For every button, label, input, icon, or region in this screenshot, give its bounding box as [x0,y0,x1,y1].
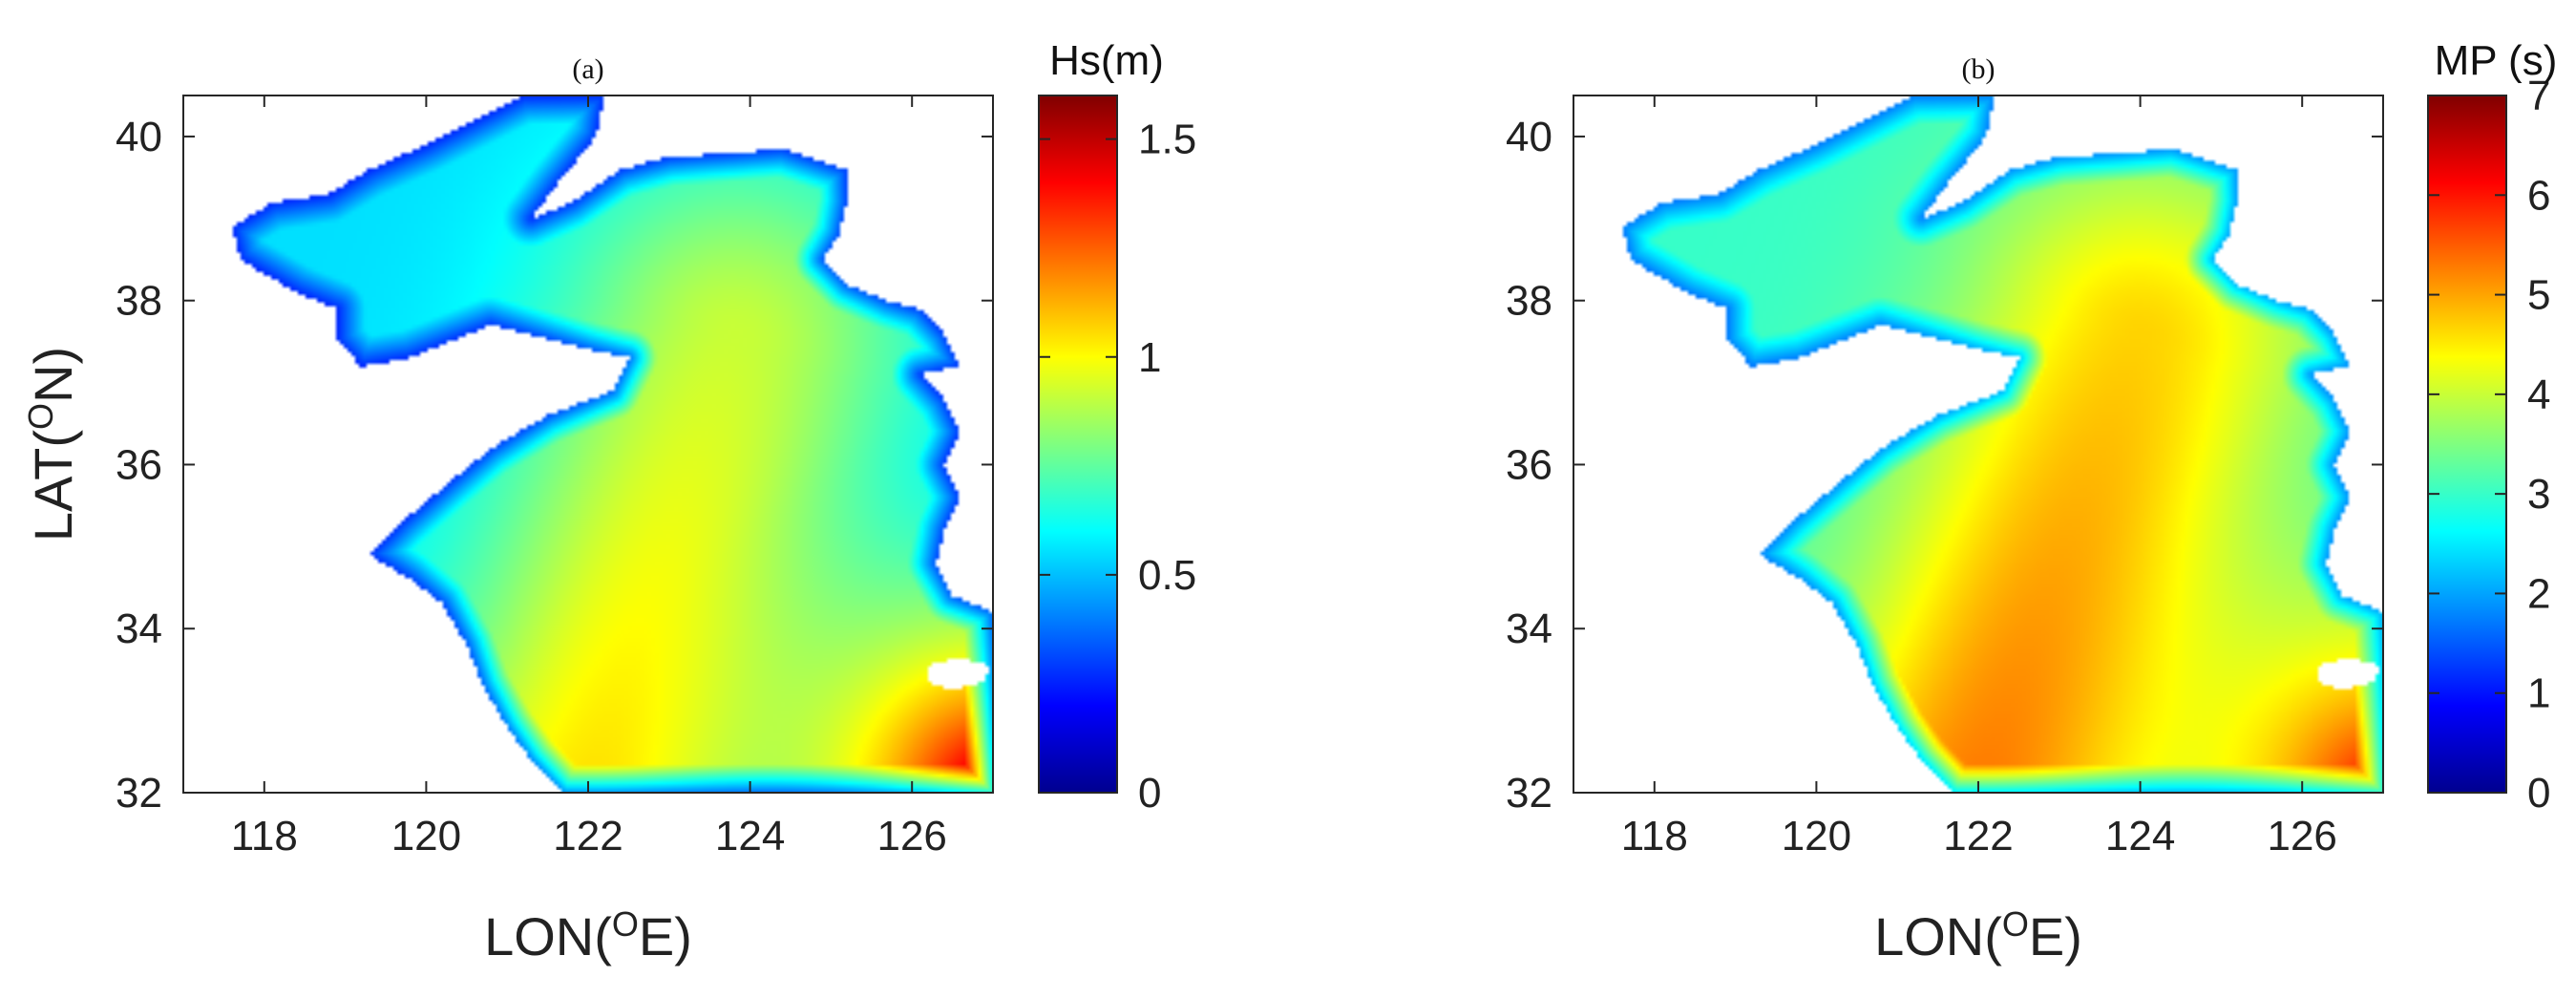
colorbar-tick-label: 2 [2527,570,2550,617]
panel-a-heatmap [183,96,993,793]
panel-b-colorbar-label: MP (s) [2435,37,2558,84]
colorbar-tick-label: 1 [2527,670,2550,717]
panel-a-colorbar-label: Hs(m) [1049,37,1164,84]
panel-a-ticks: 118 120 122 124 126 32 34 36 38 40 [116,96,993,860]
panel-b-ticks: 118 120 122 124 126 32 34 36 38 40 [1506,96,2383,860]
y-tick-label: 34 [116,605,162,652]
x-tick-label: 124 [2105,813,2175,860]
panel-b-heatmap [1573,96,2383,793]
y-tick-label: 34 [1506,605,1552,652]
panel-a: (a) 118 120 122 124 126 32 34 36 38 40 LON(OE) LA… [21,37,1196,966]
colorbar-tick-label: 3 [2527,471,2550,518]
panel-b-x-axis-label: LON(OE) [1874,904,2082,966]
panel-a-y-axis-label: LAT(ON) [21,347,83,541]
x-tick-label: 118 [231,813,298,860]
panel-b-colorbar [2427,95,2507,794]
y-tick-label: 36 [1506,441,1552,488]
x-tick-label: 120 [391,813,461,860]
panel-a-colorbar [1038,95,1118,794]
y-tick-label: 32 [116,770,162,817]
x-tick-label: 126 [2267,813,2336,860]
panel-a-colorbar-ticks: 0 0.5 1 1.5 [1039,117,1196,817]
y-tick-label: 38 [116,278,162,325]
colorbar-tick-label: 0.5 [1138,552,1196,599]
x-tick-label: 126 [876,813,946,860]
x-tick-label: 122 [553,813,623,860]
y-tick-label: 38 [1506,278,1552,325]
y-tick-label: 32 [1506,770,1552,817]
x-tick-label: 120 [1782,813,1851,860]
panel-a-title: (a) [572,53,603,85]
colorbar-tick-label: 7 [2527,73,2550,119]
colorbar-tick-label: 4 [2527,372,2550,418]
colorbar-tick-label: 0 [2527,770,2550,817]
x-tick-label: 118 [1621,813,1688,860]
panel-b-title: (b) [1962,53,1995,85]
colorbar-tick-label: 6 [2527,172,2550,219]
y-tick-label: 36 [116,441,162,488]
panel-b-colorbar-ticks: 0 1 2 3 4 5 6 7 [2428,73,2550,817]
y-tick-label: 40 [1506,114,1552,160]
panel-a-x-axis-label: LON(OE) [484,904,692,966]
y-tick-label: 40 [116,114,162,160]
colorbar-tick-label: 1 [1138,334,1161,381]
colorbar-tick-label: 1.5 [1138,117,1196,163]
colorbar-tick-label: 0 [1138,770,1161,817]
x-tick-label: 124 [715,813,785,860]
colorbar-tick-label: 5 [2527,272,2550,319]
x-tick-label: 122 [1943,813,2013,860]
